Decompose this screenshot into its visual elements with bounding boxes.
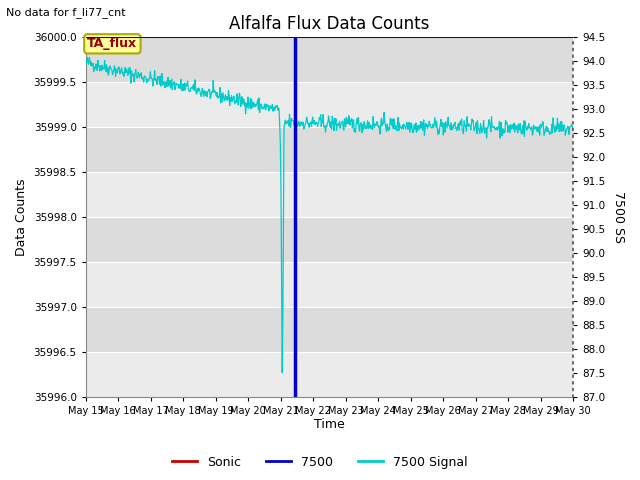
Bar bbox=[86, 37, 573, 82]
Y-axis label: Data Counts: Data Counts bbox=[15, 178, 28, 256]
Title: Alfalfa Flux Data Counts: Alfalfa Flux Data Counts bbox=[229, 15, 429, 33]
Y-axis label: 7500 SS: 7500 SS bbox=[612, 191, 625, 243]
Bar bbox=[86, 352, 573, 396]
Bar bbox=[86, 262, 573, 307]
Bar bbox=[86, 172, 573, 217]
Text: No data for f_li77_cnt: No data for f_li77_cnt bbox=[6, 7, 126, 18]
Bar bbox=[86, 217, 573, 262]
Bar bbox=[86, 307, 573, 352]
Legend: Sonic, 7500, 7500 Signal: Sonic, 7500, 7500 Signal bbox=[167, 451, 473, 474]
Bar bbox=[86, 127, 573, 172]
Text: TA_flux: TA_flux bbox=[87, 37, 138, 50]
Bar bbox=[86, 82, 573, 127]
X-axis label: Time: Time bbox=[314, 419, 345, 432]
